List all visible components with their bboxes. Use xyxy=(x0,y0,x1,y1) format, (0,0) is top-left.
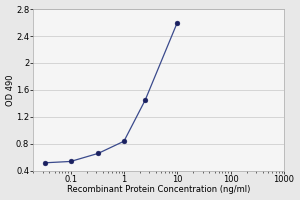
X-axis label: Recombinant Protein Concentration (ng/ml): Recombinant Protein Concentration (ng/ml… xyxy=(67,185,250,194)
Y-axis label: OD 490: OD 490 xyxy=(6,74,15,106)
